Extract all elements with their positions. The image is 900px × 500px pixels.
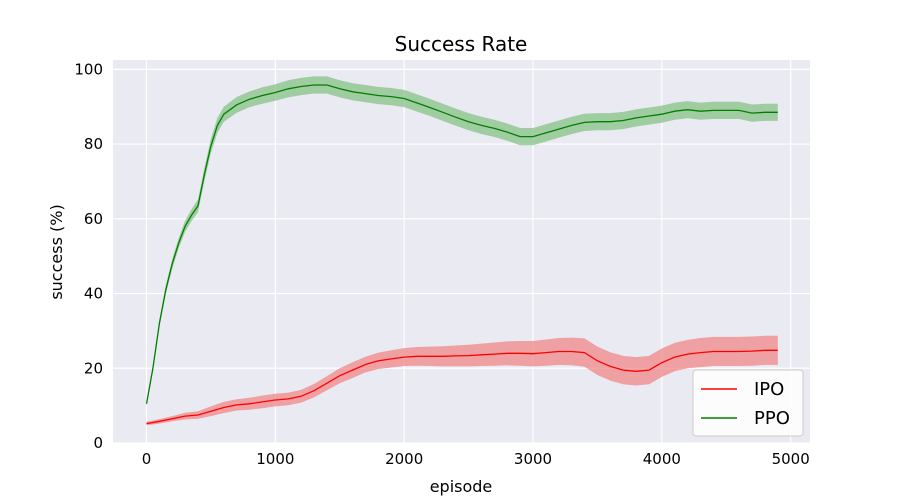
ppo-confidence-band bbox=[146, 76, 778, 406]
y-axis-label: success (%) bbox=[47, 204, 66, 299]
ipo-series-line bbox=[146, 349, 778, 425]
x-tick-label: 2000 bbox=[385, 450, 423, 468]
x-tick-label: 4000 bbox=[643, 450, 681, 468]
chart-title: Success Rate bbox=[395, 32, 528, 56]
x-tick-label: 1000 bbox=[256, 450, 294, 468]
y-tick-label: 0 bbox=[93, 434, 103, 452]
series-lines bbox=[145, 84, 778, 425]
ppo-series-line bbox=[145, 84, 778, 404]
legend: IPO PPO bbox=[692, 369, 804, 437]
y-tick-label: 80 bbox=[84, 135, 103, 153]
ipo-confidence-band bbox=[146, 335, 778, 426]
confidence-bands bbox=[146, 76, 778, 426]
y-tick-label: 60 bbox=[84, 210, 103, 228]
ipo-legend-label: IPO bbox=[754, 379, 784, 400]
grid bbox=[113, 60, 810, 444]
y-tick-label: 100 bbox=[74, 60, 103, 78]
ppo-legend-label: PPO bbox=[754, 408, 790, 429]
x-tick-label: 0 bbox=[142, 450, 152, 468]
legend-box bbox=[692, 369, 804, 437]
x-tick-label: 3000 bbox=[514, 450, 552, 468]
x-axis-label: episode bbox=[430, 477, 493, 496]
y-tick-label: 40 bbox=[84, 285, 103, 303]
y-tick-label: 20 bbox=[84, 359, 103, 377]
axis-ticks: 0 1000 2000 3000 4000 5000 0 20 40 60 80 100 bbox=[74, 60, 809, 468]
x-tick-label: 5000 bbox=[772, 450, 810, 468]
